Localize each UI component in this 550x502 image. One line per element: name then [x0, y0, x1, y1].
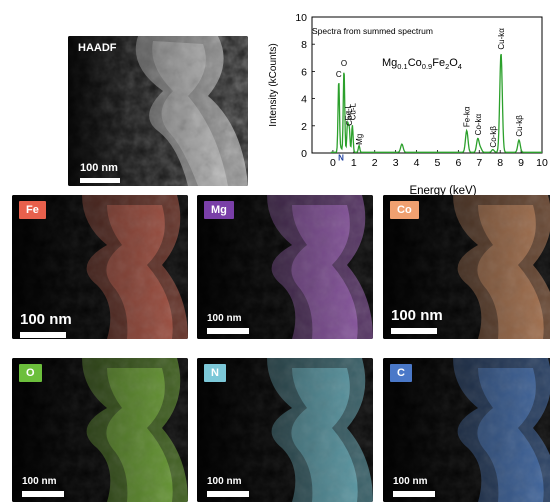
peak-label: Fe-kα	[463, 106, 472, 127]
map-scale-bar	[22, 491, 64, 497]
y-tick-label: 8	[301, 39, 307, 51]
map-scale-label: 100 nm	[20, 311, 72, 328]
map-scale-bar	[20, 332, 66, 338]
x-tick-label: 9	[518, 157, 524, 169]
peak-label: Co-kβ	[489, 126, 498, 148]
map-scale-label: 100 nm	[207, 313, 242, 324]
haadf-scale-label: 100 nm	[80, 162, 118, 174]
eds-spectrum-chart: 0 1 2 3 4 5 6 7 8 9 10 0 2 4 6 8 10 CO Fe-LCu-LCo-LMg N Fe-…	[268, 12, 548, 197]
map-texture	[383, 358, 550, 502]
element-tag: C	[390, 364, 412, 382]
element-tag: N	[204, 364, 226, 382]
y-tick-label: 4	[301, 94, 307, 106]
x-axis-label: Energy (keV)	[409, 185, 476, 197]
map-texture	[383, 195, 550, 339]
peak-label: Fe-L	[344, 103, 353, 120]
x-tick-label: 3	[393, 157, 399, 169]
x-tick-label: 8	[497, 157, 503, 169]
x-tick-label: 5	[435, 157, 441, 169]
chart-axes	[311, 16, 543, 154]
haadf-label: HAADF	[78, 42, 117, 54]
map-scale-label: 100 nm	[22, 476, 57, 487]
map-texture	[197, 195, 373, 339]
element-tag: Fe	[19, 201, 46, 219]
element-tag: Mg	[204, 201, 234, 219]
map-co: Co 100 nm	[383, 195, 550, 339]
peak-label: Cu-kα	[497, 28, 506, 50]
map-texture	[197, 358, 373, 502]
x-tick-label: 7	[476, 157, 482, 169]
x-tick-label: 4	[414, 157, 420, 169]
peak-label: C	[336, 70, 342, 79]
chart-title: Spectra from summed spectrum	[312, 26, 433, 36]
x-tick-label: 10	[536, 157, 548, 169]
spectrum-line	[330, 53, 542, 153]
y-tick-label: 2	[301, 121, 307, 133]
map-scale-bar	[393, 491, 435, 497]
compound-label: Mg0.1Co0.9Fe2O4	[382, 57, 462, 71]
map-c: C 100 nm	[383, 358, 550, 502]
map-scale-bar	[207, 491, 249, 497]
plot-frame	[311, 16, 543, 154]
map-scale-bar	[207, 328, 249, 334]
map-fe: Fe 100 nm	[12, 195, 188, 339]
peak-label: O	[341, 59, 347, 68]
x-tick-label: 0	[330, 157, 336, 169]
map-scale-label: 100 nm	[393, 476, 428, 487]
x-tick-label: 1	[351, 157, 357, 169]
map-o: O 100 nm	[12, 358, 188, 502]
peak-label: Mg	[355, 134, 364, 145]
peak-annotations: CO Fe-LCu-LCo-LMg N Fe-kα Co-kα Co-kβ Cu-kα Cu-…	[336, 28, 524, 163]
map-scale-label: 100 nm	[207, 476, 242, 487]
peak-label: Cu-L	[348, 102, 357, 120]
peak-label-N: N	[338, 153, 344, 162]
map-n: N 100 nm	[197, 358, 373, 502]
y-tick-label: 10	[295, 12, 307, 24]
haadf-image: HAADF 100 nm	[68, 36, 248, 186]
map-scale-label: 100 nm	[391, 307, 443, 324]
map-scale-bar	[391, 328, 437, 334]
x-tick-label: 2	[372, 157, 378, 169]
map-texture	[12, 358, 188, 502]
map-mg: Mg 100 nm	[197, 195, 373, 339]
haadf-micrograph	[68, 36, 248, 186]
chart-ticks: 0 1 2 3 4 5 6 7 8 9 10 0 2 4 6 8 10	[295, 12, 548, 169]
y-tick-label: 6	[301, 66, 307, 78]
element-tag: O	[19, 364, 42, 382]
peak-label: Cu-kβ	[515, 115, 524, 137]
map-texture	[12, 195, 188, 339]
peak-label: Co-kα	[474, 113, 483, 135]
x-tick-label: 6	[455, 157, 461, 169]
y-axis-label: Intensity (kCounts)	[268, 43, 279, 126]
element-tag: Co	[390, 201, 419, 219]
y-tick-label: 0	[301, 148, 307, 160]
haadf-scale-bar	[80, 178, 120, 183]
peak-label: Co-L	[345, 108, 354, 126]
